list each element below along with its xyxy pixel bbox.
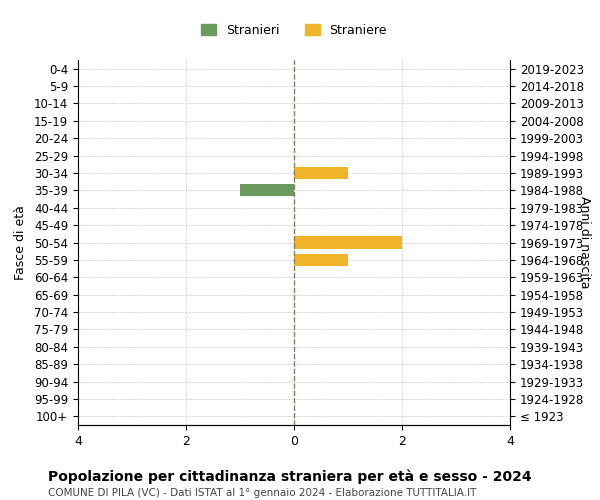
Y-axis label: Fasce di età: Fasce di età <box>14 205 27 280</box>
Text: Popolazione per cittadinanza straniera per età e sesso - 2024: Popolazione per cittadinanza straniera p… <box>48 470 532 484</box>
Y-axis label: Anni di nascita: Anni di nascita <box>578 196 591 289</box>
Bar <box>240 184 294 196</box>
Bar <box>294 167 348 179</box>
Bar <box>294 254 348 266</box>
Legend: Stranieri, Straniere: Stranieri, Straniere <box>196 19 392 42</box>
Bar <box>294 236 402 248</box>
Text: COMUNE DI PILA (VC) - Dati ISTAT al 1° gennaio 2024 - Elaborazione TUTTITALIA.IT: COMUNE DI PILA (VC) - Dati ISTAT al 1° g… <box>48 488 476 498</box>
